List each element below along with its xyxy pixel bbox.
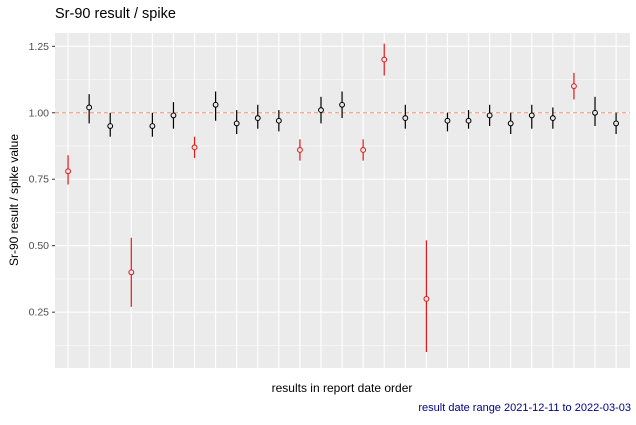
chart-caption: result date range 2021-12-11 to 2022-03-… <box>418 402 631 414</box>
y-tick-label: 0.75 <box>29 174 50 186</box>
data-point <box>65 168 71 175</box>
data-point <box>254 115 261 122</box>
data-point <box>339 101 346 108</box>
data-point <box>613 120 620 127</box>
data-point <box>318 107 324 114</box>
data-point <box>402 115 409 122</box>
data-point <box>149 123 156 129</box>
data-point <box>360 147 367 153</box>
data-point <box>381 56 388 63</box>
data-point <box>571 83 577 90</box>
data-point <box>486 112 493 119</box>
data-point <box>233 120 240 127</box>
data-point <box>275 117 282 124</box>
data-point <box>549 115 556 122</box>
y-tick-label: 1.00 <box>29 107 50 119</box>
data-point <box>444 117 451 124</box>
y-tick-label: 0.50 <box>29 240 50 252</box>
y-axis-title: Sr-90 result / spike value <box>7 133 21 267</box>
y-tick-label: 1.25 <box>29 41 50 53</box>
data-point <box>507 120 514 127</box>
data-point <box>212 101 219 108</box>
data-point <box>170 112 177 119</box>
data-point <box>107 123 114 129</box>
x-axis-title: results in report date order <box>271 381 413 395</box>
y-tick-label: 0.25 <box>29 307 50 319</box>
data-point <box>592 109 598 116</box>
data-point <box>86 104 93 111</box>
data-point <box>191 144 198 151</box>
data-point <box>465 117 472 124</box>
data-point <box>296 147 303 153</box>
data-point <box>528 112 535 119</box>
chart-title: Sr-90 result / spike <box>55 6 176 22</box>
data-point <box>423 295 430 302</box>
data-point <box>128 269 135 276</box>
